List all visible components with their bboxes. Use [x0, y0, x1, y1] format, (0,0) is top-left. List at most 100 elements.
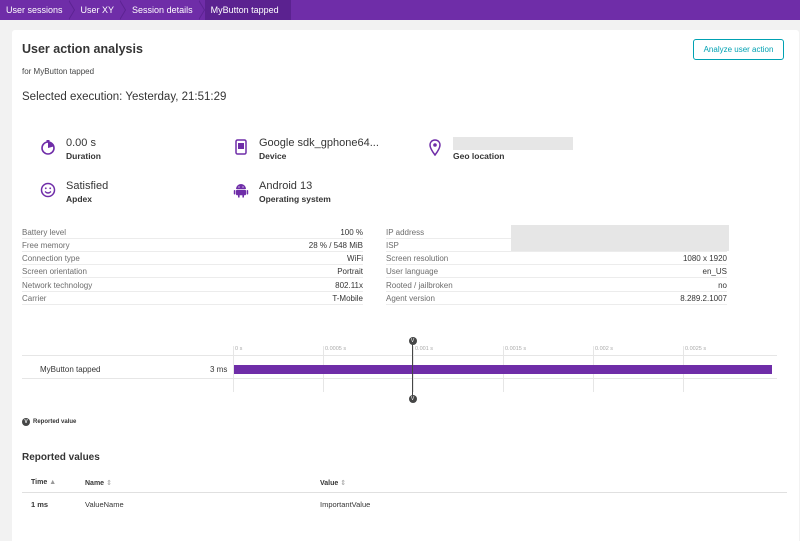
redacted-ip-isp [511, 225, 729, 251]
reported-value-marker[interactable]: V [408, 395, 417, 403]
timeline-action-duration: 3 ms [210, 365, 228, 374]
device-value: Google sdk_gphone64... [259, 137, 379, 149]
column-header-label: Time [31, 479, 48, 486]
timeline-tick: 0.0005 s [325, 346, 347, 352]
timeline-tick: 0.001 s [415, 346, 434, 352]
smiley-icon [38, 180, 58, 200]
device-label: Device [259, 151, 287, 161]
timeline-action-bar[interactable] [234, 365, 772, 374]
property-row: Carrier T-Mobile [22, 292, 363, 305]
timeline-divider [22, 378, 777, 379]
geo-label: Geo location [453, 151, 505, 161]
property-row: Battery level 100 % [22, 226, 363, 239]
timeline-tick: 0.0015 s [505, 346, 527, 352]
device-tile: Google sdk_gphone64... Device [231, 137, 379, 163]
timeline-tick: 0.002 s [595, 346, 614, 352]
breadcrumb-session-details[interactable]: Session details [126, 0, 205, 20]
timeline-action-name: MyButton tapped [40, 365, 101, 374]
column-header-value[interactable]: Value ⇕ [320, 479, 346, 487]
sort-icon: ⇕ [340, 480, 347, 487]
analysis-panel: User action analysis for MyButton tapped… [12, 30, 799, 541]
page-title: User action analysis [22, 42, 143, 56]
apdex-tile: Satisfied Apdex [38, 180, 108, 206]
property-key: Agent version [386, 293, 435, 303]
reported-value-marker[interactable]: V [408, 337, 417, 345]
property-value: 8.289.2.1007 [680, 293, 727, 303]
reported-value-legend-icon: V [22, 418, 30, 426]
column-header-label: Value [320, 480, 339, 487]
property-row: Free memory 28 % / 548 MiB [22, 239, 363, 252]
geo-tile: Geo location [425, 137, 573, 163]
analyze-user-action-button[interactable]: Analyze user action [693, 39, 784, 60]
property-key: Battery level [22, 227, 67, 237]
timeline-gridline [233, 346, 234, 392]
property-key: Rooted / jailbroken [386, 280, 453, 290]
reported-values-title: Reported values [22, 452, 100, 463]
reported-value-marker-line [412, 341, 413, 399]
geo-value-redacted [453, 137, 573, 150]
os-tile: Android 13 Operating system [231, 180, 331, 206]
apdex-label: Apdex [66, 194, 92, 204]
android-icon [231, 180, 251, 200]
property-key: Free memory [22, 240, 70, 250]
table-header-divider [22, 492, 787, 493]
phone-icon [231, 137, 251, 157]
column-header-time[interactable]: Time ▲ [31, 479, 56, 486]
duration-tile: 0.00 s Duration [38, 137, 101, 163]
stopwatch-icon [38, 137, 58, 157]
timeline-tick: 0.0025 s [685, 346, 707, 352]
property-key: Screen orientation [22, 266, 87, 276]
duration-value: 0.00 s [66, 137, 96, 149]
cell-name: ValueName [85, 500, 124, 509]
apdex-value: Satisfied [66, 180, 109, 192]
property-key: ISP [386, 240, 399, 250]
property-key: Screen resolution [386, 253, 449, 263]
sort-icon: ⇕ [106, 480, 112, 487]
property-value: T-Mobile [332, 293, 363, 303]
property-key: Carrier [22, 293, 47, 303]
property-row: Rooted / jailbroken no [386, 279, 727, 292]
property-row: Agent version 8.289.2.1007 [386, 292, 727, 305]
timeline-divider [22, 355, 777, 356]
breadcrumb-user-xy[interactable]: User XY [75, 0, 127, 20]
property-key: IP address [386, 227, 425, 237]
selected-execution: Selected execution: Yesterday, 21:51:29 [22, 91, 227, 103]
duration-label: Duration [66, 151, 101, 161]
property-value: 802.11x [335, 280, 363, 290]
column-header-name[interactable]: Name ⇕ [85, 479, 112, 487]
breadcrumb: User sessions User XY Session details My… [0, 0, 800, 20]
property-key: User language [386, 266, 439, 276]
page-subtitle: for MyButton tapped [22, 67, 95, 76]
breadcrumb-label: MyButton tapped [210, 5, 279, 15]
breadcrumb-label: User XY [80, 5, 115, 15]
property-value: Portrait [337, 266, 363, 276]
property-row: User language en_US [386, 265, 727, 278]
breadcrumb-user-sessions[interactable]: User sessions [0, 0, 75, 20]
property-value: 28 % / 548 MiB [308, 240, 363, 250]
map-pin-icon [425, 137, 445, 157]
timeline-tick: 0 s [235, 346, 243, 352]
property-row: Screen resolution 1080 x 1920 [386, 252, 727, 265]
property-row: Screen orientation Portrait [22, 265, 363, 278]
breadcrumb-label: Session details [132, 5, 193, 15]
legend-label: Reported value [33, 419, 77, 425]
property-key: Connection type [22, 253, 80, 263]
property-value: WiFi [347, 253, 363, 263]
column-header-label: Name [85, 480, 105, 487]
timeline-legend: V Reported value [22, 418, 76, 426]
sort-asc-icon: ▲ [49, 479, 57, 486]
property-value: 100 % [340, 227, 363, 237]
property-row: Network technology 802.11x [22, 279, 363, 292]
property-key: Network technology [22, 280, 93, 290]
cell-value: ImportantValue [320, 500, 371, 509]
property-value: 1080 x 1920 [682, 253, 727, 263]
property-row: ISP [386, 239, 727, 252]
property-row: Connection type WiFi [22, 252, 363, 265]
os-label: Operating system [259, 194, 331, 204]
breadcrumb-label: User sessions [6, 5, 63, 15]
property-value: no [718, 280, 727, 290]
breadcrumb-current: MyButton tapped [204, 0, 291, 20]
os-value: Android 13 [259, 180, 313, 192]
property-value: en_US [702, 266, 727, 276]
cell-time: 1 ms [31, 500, 49, 509]
